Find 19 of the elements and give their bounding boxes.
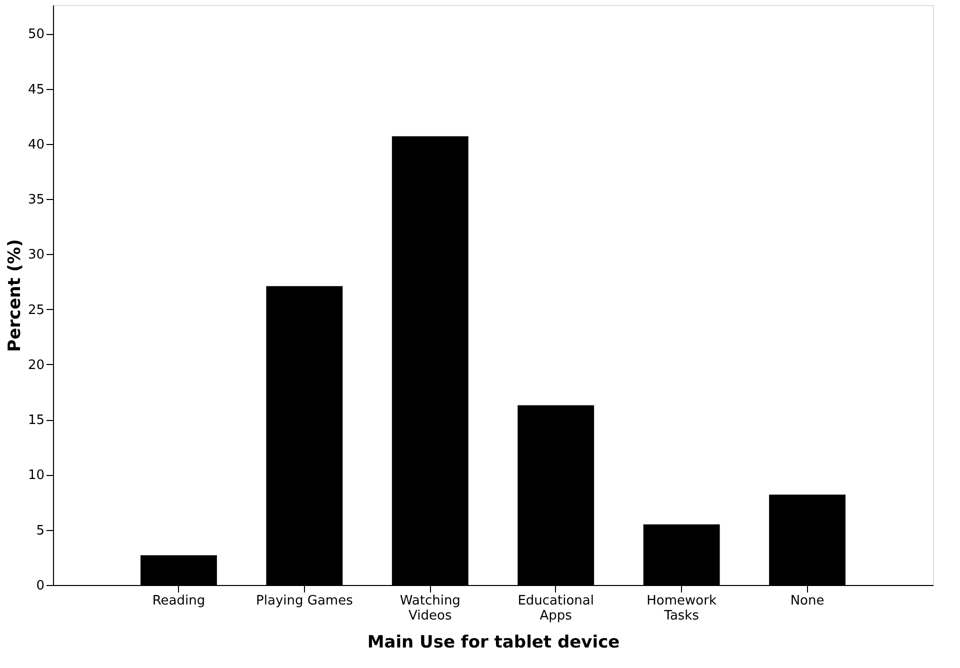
y-axis-title: Percent (%)	[4, 239, 25, 352]
x-tick-label: Reading	[152, 594, 206, 608]
x-tick-label: Homework Tasks	[646, 594, 717, 624]
x-tick-label: None	[790, 594, 824, 608]
y-tick-label: 40	[28, 137, 44, 152]
y-tick-label: 15	[28, 413, 44, 428]
y-tick-label: 30	[28, 248, 44, 263]
y-tick-label: 45	[28, 82, 44, 98]
y-tick-label: 10	[28, 468, 44, 484]
y-tick-label: 20	[28, 358, 44, 373]
x-tick-label: Playing Games	[256, 594, 354, 608]
y-tick-label: 35	[28, 192, 44, 208]
y-tick-label: 5	[36, 523, 44, 538]
y-tick-label: 50	[28, 27, 44, 42]
x-axis-title: Main Use for tablet device	[367, 632, 620, 652]
x-tick-label: Educational Apps	[518, 594, 594, 624]
y-tick-label: 0	[36, 578, 44, 594]
x-tick-label: Watching Videos	[400, 594, 460, 624]
y-tick-label: 25	[28, 302, 44, 318]
